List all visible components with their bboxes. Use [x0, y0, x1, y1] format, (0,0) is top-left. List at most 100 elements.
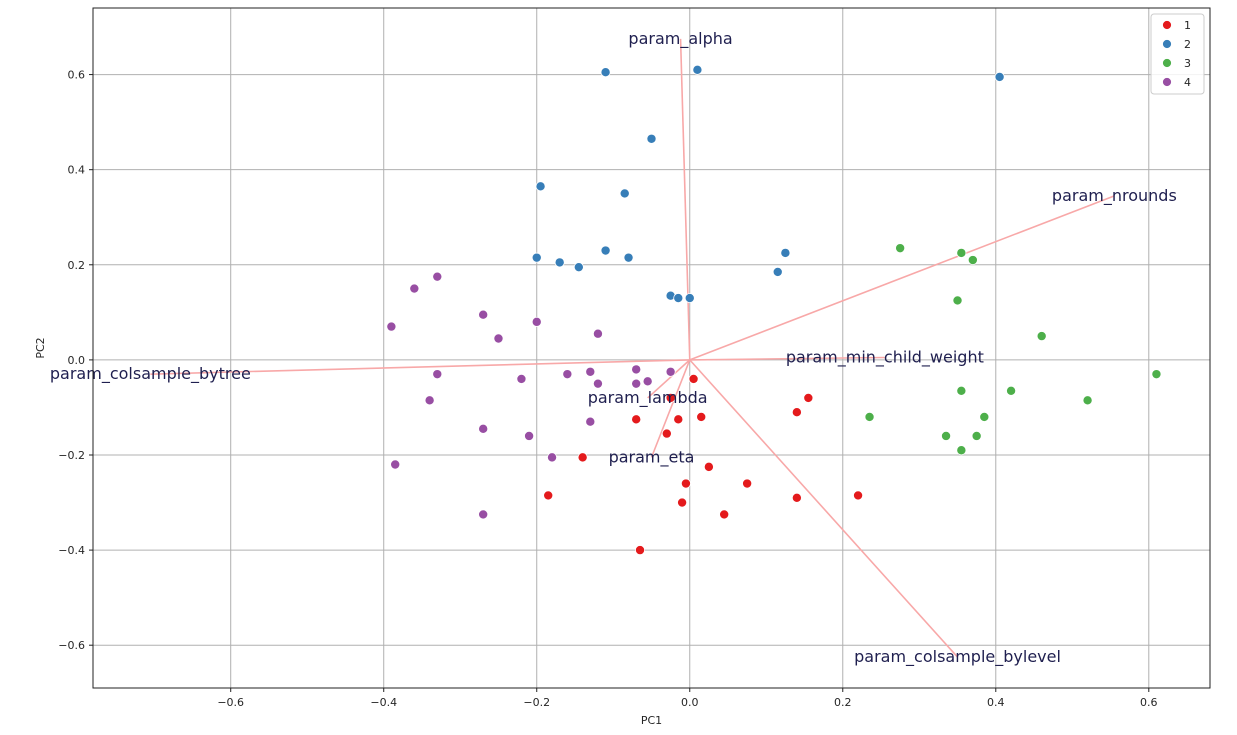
loading-arrow [150, 359, 690, 375]
y-tick-label: 0.0 [68, 354, 86, 367]
scatter-point [592, 328, 603, 339]
scatter-point [531, 252, 542, 263]
x-axis-ticks: −0.6 −0.4 −0.2 0.0 0.2 0.4 0.6 [217, 688, 1158, 709]
scatter-point [853, 490, 864, 501]
loading-arrow [647, 359, 691, 399]
y-tick-label: −0.4 [58, 544, 85, 557]
scatter-point [531, 316, 542, 327]
scatter-point [703, 461, 714, 472]
scatter-point [952, 295, 963, 306]
scatter-point [803, 392, 814, 403]
scatter-point [971, 430, 982, 441]
scatter-point [600, 245, 611, 256]
loading-arrow [689, 356, 885, 361]
scatter-point [941, 430, 952, 441]
scatter-point [895, 243, 906, 254]
scatter-point [1082, 395, 1093, 406]
x-axis-label: PC1 [641, 714, 662, 727]
scatter-point [1006, 385, 1017, 396]
legend-marker [1162, 77, 1172, 87]
scatter-point [956, 385, 967, 396]
scatter-point [1036, 331, 1047, 342]
scatter-point [573, 262, 584, 273]
legend-marker [1162, 58, 1172, 68]
scatter-point [791, 407, 802, 418]
legend-marker [1162, 39, 1172, 49]
scatter-point [547, 452, 558, 463]
loading-arrow [689, 195, 1115, 361]
scatter-point [661, 428, 672, 439]
scatter-point [535, 181, 546, 192]
x-tick-label: −0.2 [523, 696, 550, 709]
loading-label: param_nrounds [1052, 186, 1177, 206]
loading-arrow [679, 38, 691, 360]
scatter-point [524, 430, 535, 441]
x-tick-label: 0.4 [987, 696, 1005, 709]
scatter-point [665, 392, 676, 403]
scatter-point [1151, 369, 1162, 380]
legend-box [1150, 13, 1205, 95]
scatter-point [642, 376, 653, 387]
x-tick-label: 0.6 [1140, 696, 1158, 709]
loading-arrow [689, 359, 959, 658]
scatter-point [631, 364, 642, 375]
y-tick-label: 0.6 [68, 69, 86, 82]
y-axis-label: PC2 [34, 337, 47, 358]
scatter-point [432, 369, 443, 380]
scatter-point [409, 283, 420, 294]
scatter-point [478, 423, 489, 434]
scatter-point [585, 416, 596, 427]
scatter-point [478, 509, 489, 520]
loading-arrow [650, 359, 691, 458]
scatter-point [619, 188, 630, 199]
scatter-point [623, 252, 634, 263]
x-tick-label: −0.4 [370, 696, 397, 709]
scatter-point [772, 266, 783, 277]
scatter-point [516, 373, 527, 384]
scatter-point [673, 414, 684, 425]
scatter-point [673, 293, 684, 304]
grid-lines [93, 8, 1210, 688]
scatter-point [742, 478, 753, 489]
y-tick-label: 0.2 [68, 259, 86, 272]
loading-labels: param_alpha param_nrounds param_min_child_… [50, 29, 1177, 667]
loading-label: param_colsample_bylevel [854, 647, 1061, 667]
scatter-point [493, 333, 504, 344]
scatter-points [386, 64, 1162, 556]
scatter-point [390, 459, 401, 470]
scatter-point [600, 67, 611, 78]
loading-arrows [150, 38, 1115, 658]
scatter-point [424, 395, 435, 406]
scatter-point [791, 492, 802, 503]
legend: 1 2 3 4 [1150, 13, 1205, 95]
scatter-point [432, 271, 443, 282]
scatter-point [864, 411, 875, 422]
y-axis-ticks: −0.6 −0.4 −0.2 0.0 0.2 0.4 0.6 [58, 69, 93, 652]
x-tick-label: 0.0 [681, 696, 699, 709]
plot-frame [92, 7, 1211, 689]
scatter-point [577, 452, 588, 463]
legend-label: 1 [1184, 19, 1191, 32]
legend-marker [1162, 20, 1172, 30]
loading-label: param_colsample_bytree [50, 364, 251, 384]
loading-label: param_alpha [628, 29, 732, 49]
loading-label: param_lambda [588, 388, 708, 408]
loading-label: param_eta [609, 447, 695, 467]
scatter-point [386, 321, 397, 332]
scatter-point [994, 71, 1005, 82]
scatter-point [631, 378, 642, 389]
scatter-point [692, 64, 703, 75]
scatter-point [696, 411, 707, 422]
scatter-point [631, 414, 642, 425]
legend-label: 3 [1184, 57, 1191, 70]
scatter-point [979, 411, 990, 422]
legend-label: 4 [1184, 76, 1191, 89]
y-tick-label: −0.6 [58, 639, 85, 652]
scatter-point [478, 309, 489, 320]
scatter-point [592, 378, 603, 389]
scatter-point [543, 490, 554, 501]
scatter-point [719, 509, 730, 520]
scatter-point [554, 257, 565, 268]
scatter-point [585, 366, 596, 377]
